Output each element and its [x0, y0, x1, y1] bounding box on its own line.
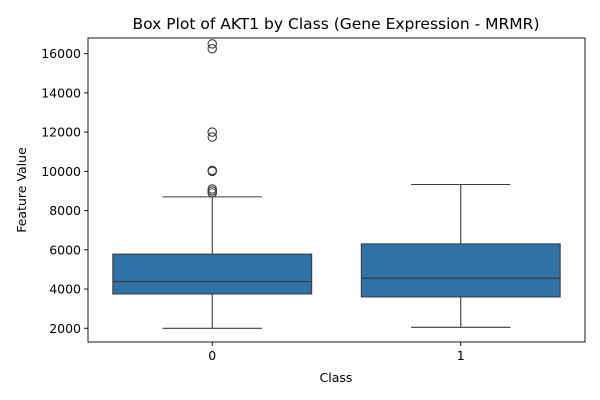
- outlier-point: [207, 44, 218, 54]
- y-tick-label: 2000: [49, 321, 81, 336]
- y-tick-label: 16000: [41, 46, 81, 61]
- outlier-point: [207, 127, 218, 137]
- x-tick-label: 0: [208, 348, 216, 363]
- outlier-point: [207, 186, 218, 196]
- outlier-point: [207, 39, 218, 49]
- iqr-box: [112, 253, 313, 295]
- chart-title: Box Plot of AKT1 by Class (Gene Expressi…: [132, 15, 539, 33]
- box-series: [112, 39, 561, 329]
- x-tick-label: 1: [457, 348, 465, 363]
- y-axis: 2000 4000 6000 8000 10000 12000 14000 16000: [41, 46, 88, 336]
- y-tick-label: 14000: [41, 85, 81, 100]
- y-tick-label: 12000: [41, 125, 81, 140]
- y-tick-label: 8000: [49, 203, 81, 218]
- outlier-point: [207, 132, 218, 142]
- plot-area: [87, 37, 586, 343]
- outlier-point: [207, 184, 218, 194]
- box-group-class-0: [112, 39, 313, 329]
- box-group-class-1: [360, 183, 561, 328]
- y-axis-label: Feature Value: [14, 147, 29, 233]
- y-tick-label: 10000: [41, 164, 81, 179]
- x-axis-label: Class: [320, 370, 353, 385]
- iqr-box: [360, 243, 561, 298]
- y-tick-label: 6000: [49, 242, 81, 257]
- y-tick-label: 4000: [49, 282, 81, 297]
- outlier-point: [207, 165, 218, 176]
